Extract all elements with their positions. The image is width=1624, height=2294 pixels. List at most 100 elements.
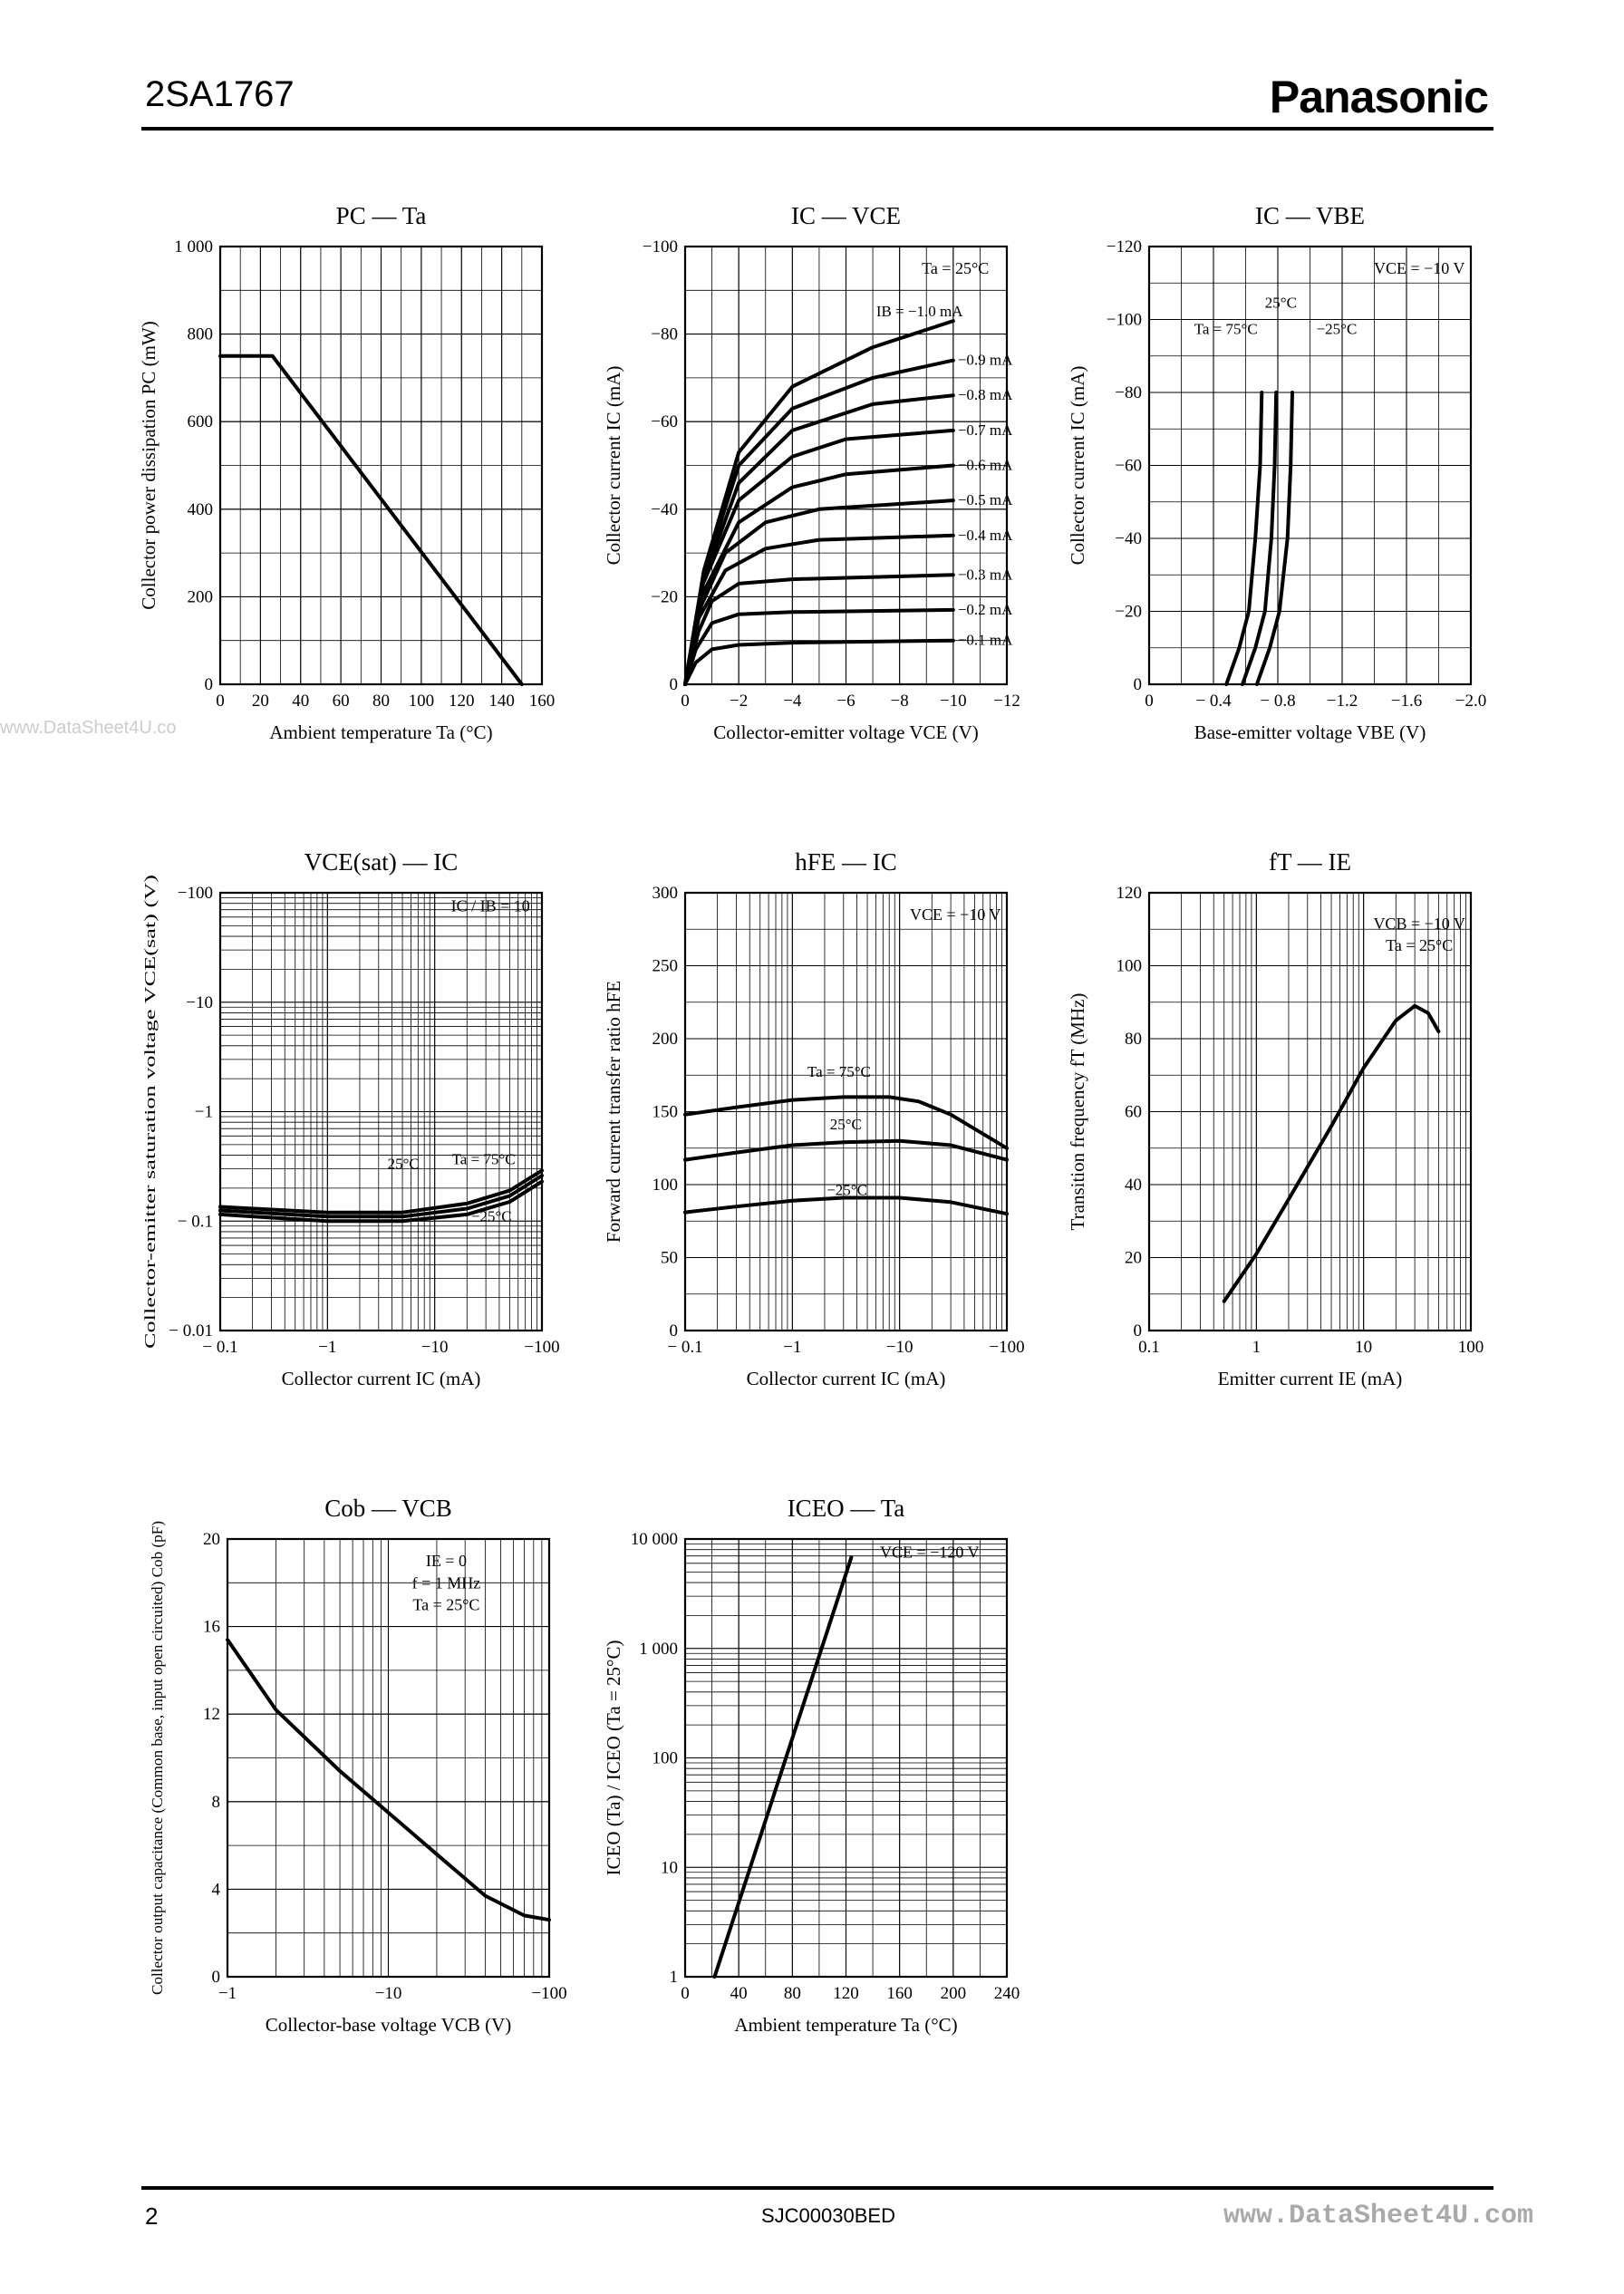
- footer-rule: [141, 2186, 1494, 2190]
- y-tick-label: 80: [1125, 1030, 1142, 1049]
- x-tick-label: −100: [989, 1338, 1024, 1357]
- y-axis-label: Collector output capacitance (Common bas…: [149, 1521, 166, 1995]
- x-tick-label: 0: [1145, 692, 1154, 711]
- series-label: −0.9 mA: [958, 352, 1013, 369]
- y-tick-label: 100: [652, 1176, 679, 1195]
- watermark-left: www.DataSheet4U.co: [0, 718, 177, 738]
- x-tick-label: −2.0: [1455, 692, 1486, 711]
- y-tick-label: −80: [651, 325, 678, 344]
- series-line-0-1-ma: [683, 638, 955, 686]
- x-tick-label: 0: [681, 1984, 690, 2003]
- chart-title: IC — VBE: [1255, 202, 1365, 229]
- x-tick-label: 100: [409, 692, 435, 711]
- x-tick-label: −1: [218, 1984, 237, 2003]
- x-tick-label: −100: [524, 1338, 559, 1357]
- x-tick-label: −1.2: [1327, 692, 1358, 711]
- y-tick-label: 20: [1125, 1249, 1142, 1268]
- chart-title: Cob — VCB: [324, 1495, 452, 1522]
- chart-title: PC — Ta: [336, 202, 427, 229]
- series-label: Ta = 75°C: [1194, 321, 1258, 338]
- x-tick-label: 40: [730, 1984, 748, 2003]
- series-line-25-c: [683, 1138, 1009, 1162]
- x-tick-label: 80: [372, 692, 390, 711]
- series-line-0-3-ma: [683, 573, 955, 686]
- series-line-ib-1-0-ma: [683, 319, 955, 686]
- chart-annotation: IC / IB = 10: [451, 896, 530, 915]
- y-tick-label: 1 000: [639, 1640, 678, 1659]
- chart-annotation: VCB = −10 V: [1373, 915, 1465, 933]
- plot-frame: [226, 1537, 551, 1979]
- x-tick-label: 120: [833, 1984, 859, 2003]
- y-tick-label: 400: [188, 500, 214, 519]
- x-tick-label: 10: [1355, 1338, 1372, 1357]
- chart-annotation: VCE = −10 V: [910, 905, 1000, 924]
- series-line-main: [1222, 1003, 1441, 1303]
- x-axis-label: Collector current IC (mA): [282, 1368, 481, 1389]
- chart-annotation: Ta = 25°C: [922, 259, 989, 277]
- y-axis-label: Collector current IC (mA): [1067, 366, 1088, 566]
- chart-ic-vbe: 0 − 0.4 − 0.8 −1.2 −1.6 −2.0 0 −20 −40 −60 −80 −100…: [1067, 202, 1486, 743]
- y-tick-label: 0: [205, 675, 214, 694]
- chart-vcesat-ic: − 0.1 −1 −10 −100− 0.01− 0.1−1−10−100VCE(sa…: [141, 848, 560, 1389]
- x-tick-label: − 0.1: [202, 1338, 237, 1357]
- x-axis-label: Ambient temperature Ta (°C): [269, 721, 492, 743]
- y-tick-label: −80: [1115, 383, 1142, 402]
- x-tick-label: 160: [886, 1984, 913, 2003]
- series-label: 25°C: [830, 1116, 862, 1133]
- plot-frame: [1147, 245, 1473, 686]
- x-tick-label: −2: [730, 692, 748, 711]
- y-tick-label: 0: [670, 1321, 679, 1341]
- y-tick-label: 150: [652, 1103, 679, 1122]
- x-tick-label: 200: [941, 1984, 967, 2003]
- series-label: −25°C: [826, 1181, 867, 1198]
- x-tick-label: −10: [940, 692, 967, 711]
- y-tick-label: 600: [188, 412, 214, 431]
- x-tick-label: −10: [421, 1338, 449, 1357]
- chart-hfe-ic: − 0.1 −1 −10 −100 0 50 100 150 200 250 300 hFE — IC…: [603, 848, 1025, 1389]
- x-axis-label: Base-emitter voltage VBE (V): [1194, 721, 1426, 743]
- x-tick-label: 1: [1252, 1338, 1262, 1357]
- x-tick-label: −4: [783, 692, 802, 711]
- y-tick-label: −60: [651, 412, 678, 431]
- y-axis-label: Forward current transfer ratio hFE: [603, 981, 624, 1243]
- x-tick-label: −6: [836, 692, 855, 711]
- y-tick-label: −60: [1115, 457, 1142, 476]
- x-axis-label: Emitter current IE (mA): [1218, 1368, 1403, 1389]
- series-line-25-c: [1241, 391, 1279, 686]
- x-tick-label: 140: [488, 692, 515, 711]
- series-line-ta-75-c: [1224, 391, 1264, 686]
- y-tick-label: 120: [1116, 884, 1143, 903]
- plot-frame: [683, 891, 1009, 1332]
- x-axis-label: Collector-emitter voltage VCE (V): [713, 721, 979, 743]
- x-tick-label: − 0.8: [1260, 692, 1295, 711]
- y-tick-label: 20: [203, 1530, 220, 1549]
- plot-frame: [218, 245, 544, 686]
- series-label: Ta = 75°C: [452, 1150, 516, 1167]
- series-label: 25°C: [1265, 295, 1297, 312]
- series-line-25-c: [683, 1195, 1009, 1216]
- y-tick-label: − 0.01: [169, 1321, 213, 1341]
- y-tick-label: 16: [203, 1618, 220, 1637]
- y-axis-label: ICEO (Ta) / ICEO (Ta = 25°C): [603, 1641, 624, 1876]
- x-tick-label: 60: [333, 692, 350, 711]
- x-tick-label: 120: [449, 692, 475, 711]
- y-axis-label: Collector power dissipation PC (mW): [138, 321, 160, 609]
- y-tick-label: 800: [188, 325, 214, 344]
- x-tick-label: 20: [252, 692, 269, 711]
- brand-logo: Panasonic: [1269, 72, 1489, 122]
- series-line-ta-75-c: [683, 1095, 1009, 1150]
- y-tick-label: 100: [1116, 957, 1143, 976]
- x-tick-label: −10: [886, 1338, 914, 1357]
- x-tick-label: 240: [994, 1984, 1020, 2003]
- y-tick-label: −10: [186, 993, 213, 1012]
- y-tick-label: −100: [643, 237, 678, 257]
- y-tick-label: 1: [670, 1968, 679, 1987]
- x-tick-label: 0: [681, 692, 690, 711]
- chart-annotation: f = 1 MHz: [412, 1573, 481, 1592]
- x-tick-label: −1.6: [1391, 692, 1422, 711]
- series-line-main: [218, 353, 524, 686]
- y-tick-label: 0: [670, 675, 679, 694]
- x-tick-label: −12: [993, 692, 1020, 711]
- chart-annotation: Ta = 25°C: [1386, 936, 1453, 954]
- y-tick-label: 0: [1134, 675, 1143, 694]
